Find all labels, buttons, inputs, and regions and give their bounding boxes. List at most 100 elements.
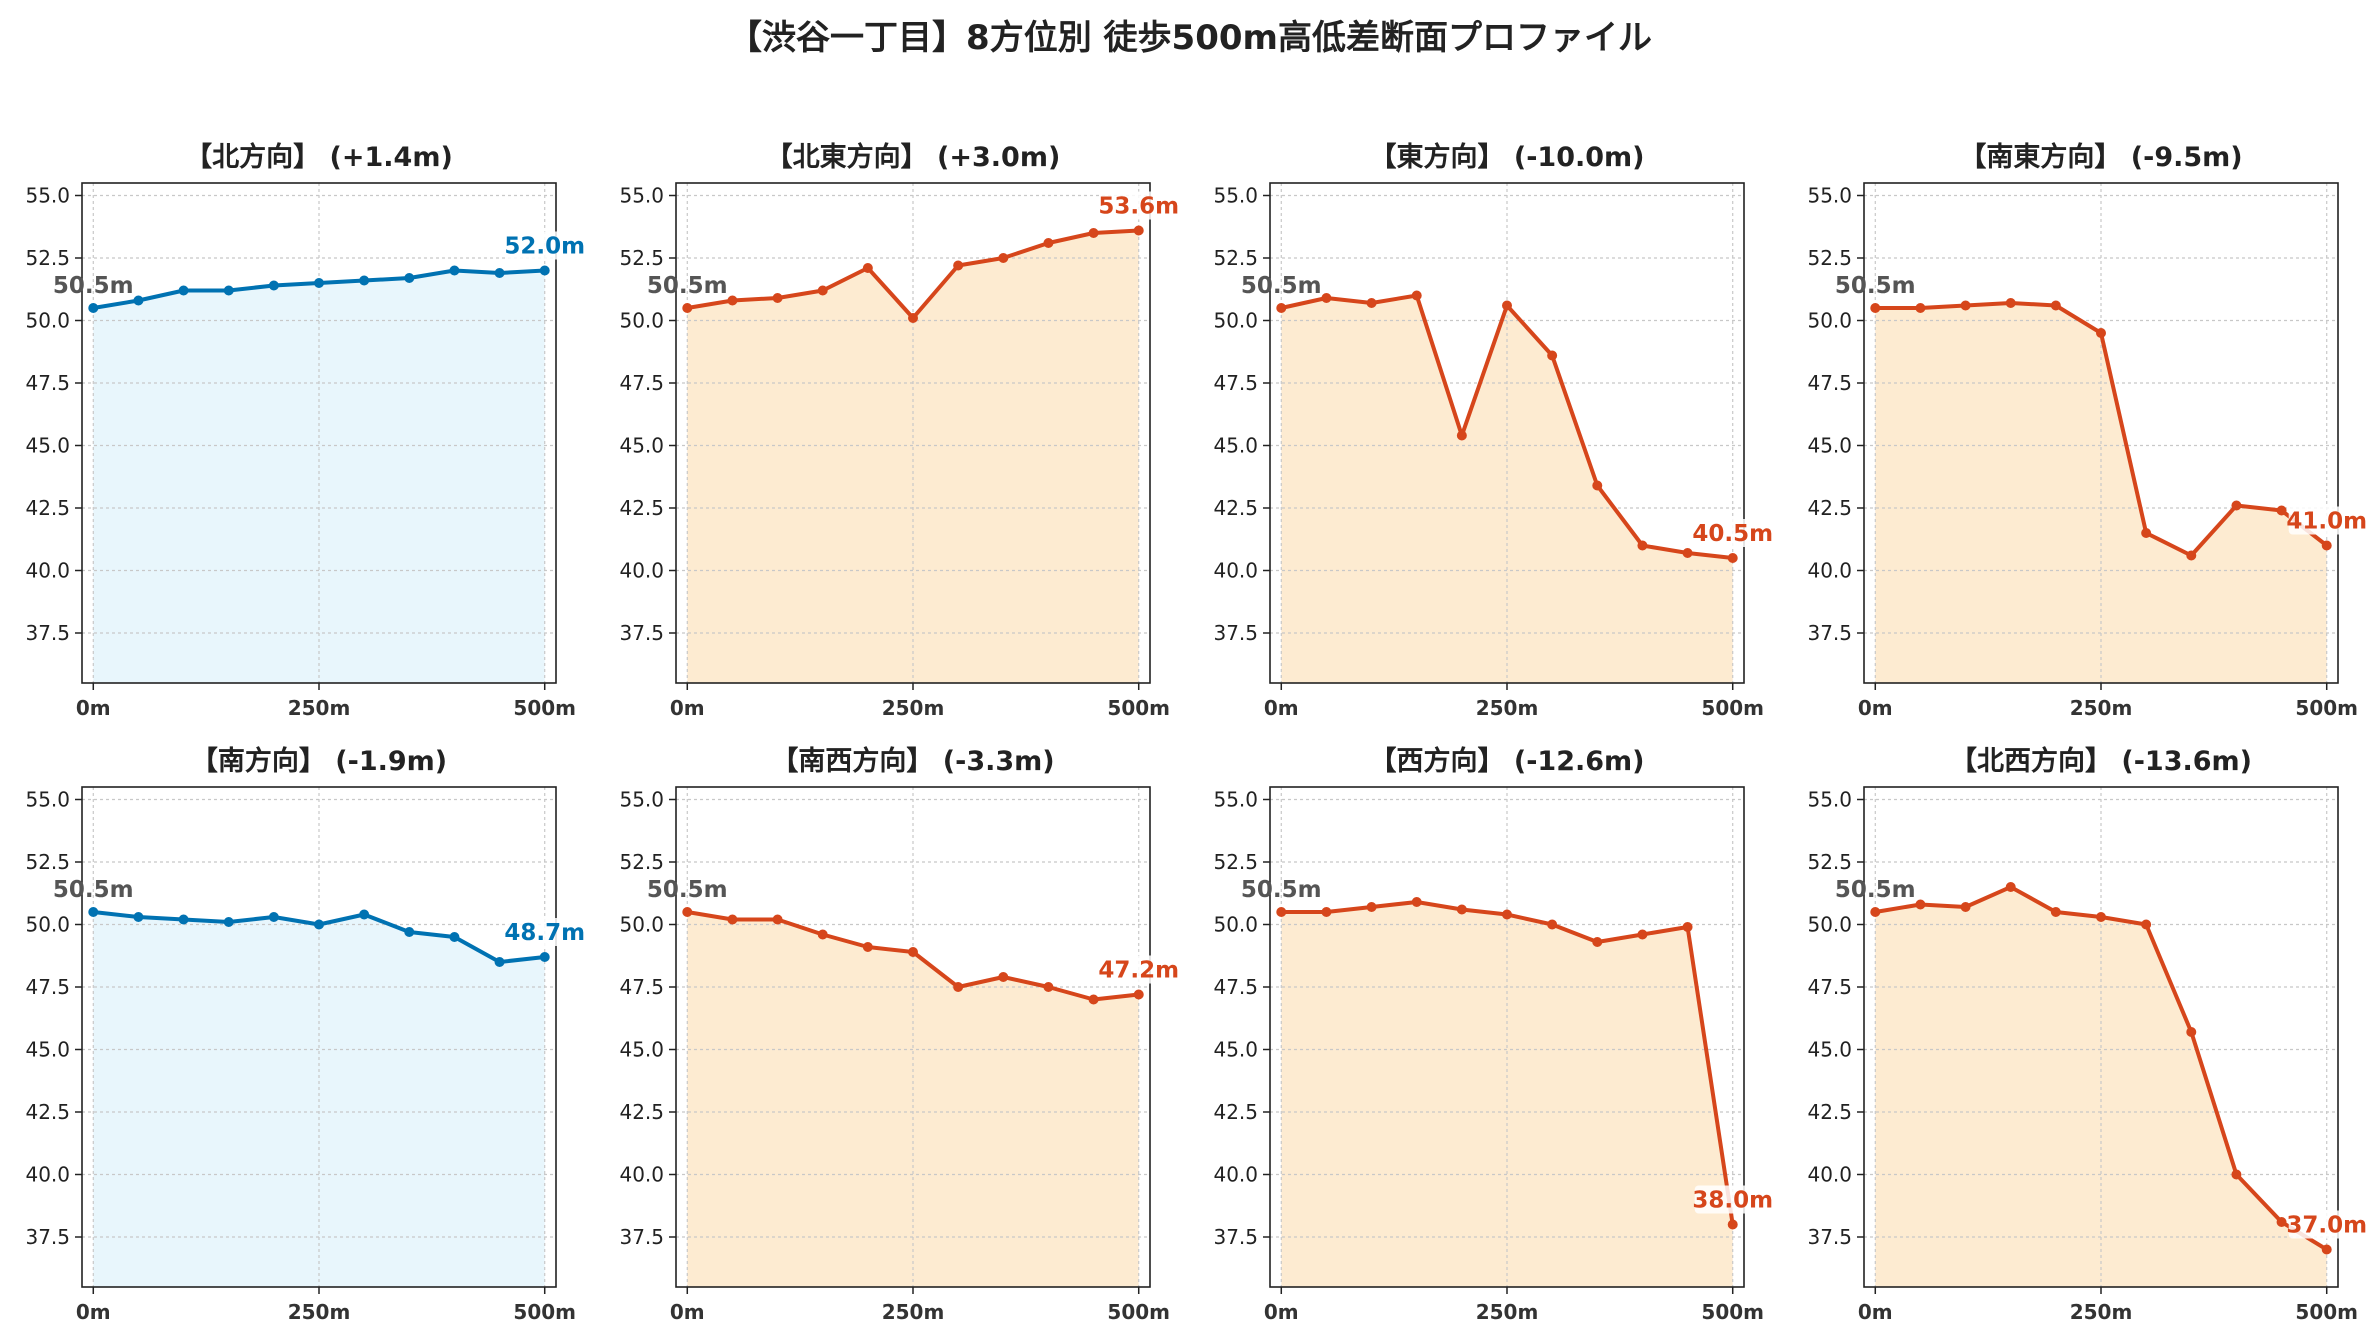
data-point — [682, 303, 693, 313]
y-tick-label: 37.5 — [1213, 621, 1258, 645]
data-point — [2186, 1027, 2197, 1037]
subplot-title: 【南方向】 (-1.9m) — [191, 745, 447, 777]
y-tick-label: 40.0 — [1807, 1163, 1852, 1187]
start-value-label: 50.5m — [1241, 877, 1322, 903]
data-point — [1547, 919, 1558, 930]
data-point — [2050, 907, 2061, 917]
data-point — [1411, 290, 1422, 301]
subplot-title: 【東方向】 (-10.0m) — [1369, 141, 1644, 173]
data-point — [1960, 300, 1971, 311]
data-point — [1321, 293, 1332, 303]
data-point — [682, 907, 693, 917]
subplot-1: 【北方向】 (+1.4m) 37.5 40.0 42.5 45.0 47.5 50.0 52.… — [25, 141, 585, 720]
data-point — [268, 280, 279, 291]
x-tick-label: 500m — [513, 1300, 576, 1324]
y-tick-label: 47.5 — [25, 371, 70, 395]
end-value-label: 38.0m — [1692, 1188, 1773, 1214]
x-tick-label: 250m — [1476, 696, 1539, 720]
data-point — [772, 293, 783, 303]
data-point — [1276, 907, 1287, 917]
y-tick-label: 40.0 — [25, 1163, 70, 1187]
data-point — [449, 932, 460, 942]
end-label-box — [1694, 1185, 1771, 1214]
x-tick-label: 0m — [670, 1300, 705, 1324]
y-tick-label: 45.0 — [619, 1038, 664, 1062]
data-point — [1727, 1219, 1738, 1230]
x-tick-label: 0m — [1264, 696, 1299, 720]
data-point — [539, 952, 550, 962]
y-tick-label: 40.0 — [1213, 1163, 1258, 1187]
x-tick-label: 0m — [1858, 696, 1893, 720]
data-point — [2276, 505, 2287, 516]
data-point — [998, 253, 1009, 263]
end-value-label: 37.0m — [2286, 1213, 2367, 1239]
subplot-3: 【東方向】 (-10.0m) 37.5 40.0 42.5 45.0 47.5 50.0 52… — [1213, 141, 1773, 720]
y-tick-label: 55.0 — [1807, 184, 1852, 208]
start-value-label: 50.5m — [53, 273, 134, 299]
data-point — [1592, 480, 1603, 491]
data-point — [1456, 430, 1467, 441]
subplot-title: 【北西方向】 (-13.6m) — [1950, 745, 2252, 777]
subplot-2: 【北東方向】 (+3.0m) 37.5 40.0 42.5 45.0 47.5 50.0 52… — [619, 141, 1179, 720]
data-point — [1502, 300, 1512, 311]
x-tick-label: 0m — [670, 696, 705, 720]
y-tick-label: 40.0 — [25, 559, 70, 583]
y-tick-label: 55.0 — [25, 788, 70, 812]
data-point — [1682, 922, 1693, 932]
y-tick-label: 50.0 — [25, 913, 70, 937]
y-tick-label: 55.0 — [1213, 788, 1258, 812]
x-tick-label: 500m — [1701, 696, 1764, 720]
data-point — [223, 285, 234, 296]
x-tick-label: 500m — [1701, 1300, 1764, 1324]
data-point — [1276, 303, 1287, 313]
area-fill — [1875, 303, 2327, 683]
y-tick-label: 55.0 — [1807, 788, 1852, 812]
y-tick-label: 52.5 — [619, 850, 664, 874]
subplot-title: 【南西方向】 (-3.3m) — [771, 745, 1054, 777]
data-point — [1456, 904, 1467, 915]
x-tick-label: 500m — [1107, 696, 1170, 720]
data-point — [862, 942, 873, 952]
data-point — [223, 917, 234, 927]
end-value-label: 48.7m — [504, 920, 585, 946]
y-tick-label: 42.5 — [1213, 1100, 1258, 1124]
y-tick-label: 47.5 — [1807, 975, 1852, 999]
y-tick-label: 52.5 — [25, 246, 70, 270]
y-tick-label: 47.5 — [1213, 975, 1258, 999]
data-point — [268, 912, 279, 922]
x-tick-label: 250m — [288, 1300, 351, 1324]
data-point — [2231, 1169, 2242, 1180]
end-label-box — [1100, 955, 1177, 984]
data-point — [359, 275, 370, 286]
y-tick-label: 50.0 — [1213, 309, 1258, 333]
y-tick-label: 40.0 — [1213, 559, 1258, 583]
y-tick-label: 45.0 — [1807, 1038, 1852, 1062]
data-point — [1321, 907, 1332, 917]
y-tick-label: 45.0 — [1213, 1038, 1258, 1062]
data-point — [2096, 912, 2106, 922]
data-point — [2276, 1217, 2287, 1227]
data-point — [1043, 982, 1054, 992]
y-tick-label: 52.5 — [1807, 850, 1852, 874]
data-point — [178, 285, 189, 296]
y-tick-label: 50.0 — [1807, 309, 1852, 333]
x-tick-label: 250m — [882, 1300, 945, 1324]
x-tick-label: 250m — [2070, 696, 2133, 720]
y-tick-label: 47.5 — [619, 975, 664, 999]
data-point — [1366, 902, 1377, 912]
data-point — [862, 263, 873, 273]
data-point — [359, 909, 370, 920]
subplot-6: 【南西方向】 (-3.3m) 37.5 40.0 42.5 45.0 47.5 50.0 52… — [619, 745, 1179, 1324]
data-point — [2186, 550, 2197, 561]
y-tick-label: 37.5 — [1807, 1225, 1852, 1249]
y-tick-label: 55.0 — [1213, 184, 1258, 208]
subplot-title: 【西方向】 (-12.6m) — [1369, 745, 1644, 777]
data-point — [494, 957, 505, 967]
data-point — [998, 972, 1009, 982]
data-point — [404, 273, 415, 283]
data-point — [953, 260, 964, 271]
data-point — [2005, 882, 2016, 892]
y-tick-label: 50.0 — [1807, 913, 1852, 937]
subplot-title: 【北方向】 (+1.4m) — [185, 141, 453, 173]
